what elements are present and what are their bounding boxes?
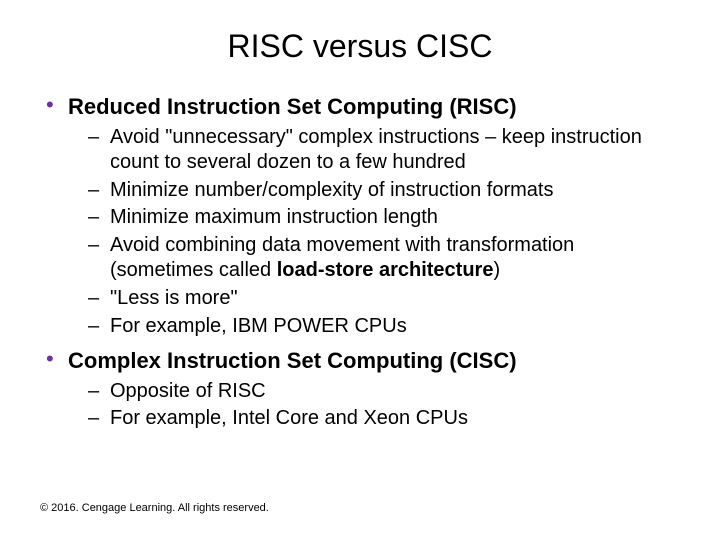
section-cisc: Complex Instruction Set Computing (CISC)… (40, 347, 680, 432)
list-item: Avoid "unnecessary" complex instructions… (88, 125, 680, 176)
item-text: For example, IBM POWER CPUs (110, 315, 407, 337)
item-text: Minimize number/complexity of instructio… (110, 179, 553, 201)
item-text: Minimize maximum instruction length (110, 206, 438, 228)
section-heading: Reduced Instruction Set Computing (RISC) (68, 93, 680, 121)
bullet-list-level2: Opposite of RISC For example, Intel Core… (88, 379, 680, 432)
section-heading: Complex Instruction Set Computing (CISC) (68, 347, 680, 375)
list-item: For example, IBM POWER CPUs (88, 314, 680, 340)
copyright-footer: © 2016. Cengage Learning. All rights res… (40, 502, 269, 514)
item-bold: load-store architecture (277, 259, 494, 281)
item-text: For example, Intel Core and Xeon CPUs (110, 407, 468, 429)
item-text: Opposite of RISC (110, 380, 266, 402)
section-risc: Reduced Instruction Set Computing (RISC)… (40, 93, 680, 339)
list-item: "Less is more" (88, 286, 680, 312)
item-suffix: ) (493, 259, 500, 281)
list-item: Opposite of RISC (88, 379, 680, 405)
bullet-list-level1: Reduced Instruction Set Computing (RISC)… (40, 93, 680, 432)
slide-container: RISC versus CISC Reduced Instruction Set… (0, 0, 720, 540)
list-item: Minimize maximum instruction length (88, 205, 680, 231)
list-item: For example, Intel Core and Xeon CPUs (88, 406, 680, 432)
item-text: "Less is more" (110, 287, 238, 309)
list-item: Avoid combining data movement with trans… (88, 233, 680, 284)
slide-title: RISC versus CISC (40, 28, 680, 65)
item-text: Avoid "unnecessary" complex instructions… (110, 126, 642, 174)
bullet-list-level2: Avoid "unnecessary" complex instructions… (88, 125, 680, 340)
list-item: Minimize number/complexity of instructio… (88, 178, 680, 204)
